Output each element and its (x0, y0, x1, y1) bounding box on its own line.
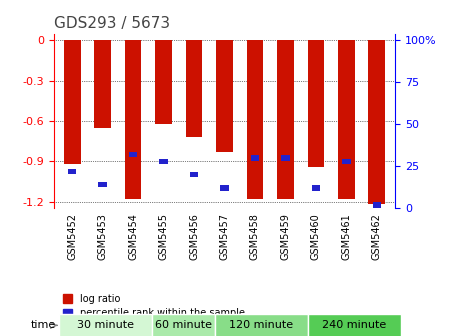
Bar (373, 202, 381, 208)
Bar (190, 172, 198, 177)
FancyBboxPatch shape (153, 314, 215, 336)
Bar (68, 169, 76, 174)
Bar (369, 40, 385, 204)
Bar (342, 159, 351, 164)
Bar (247, 40, 264, 199)
FancyBboxPatch shape (308, 314, 401, 336)
FancyBboxPatch shape (215, 314, 308, 336)
Text: GDS293 / 5673: GDS293 / 5673 (54, 16, 170, 31)
Text: time: time (31, 321, 56, 330)
Text: 120 minute: 120 minute (229, 321, 293, 330)
Bar (277, 40, 294, 199)
Bar (98, 182, 107, 187)
Bar (338, 40, 355, 199)
Bar (251, 155, 259, 161)
Bar (216, 40, 233, 152)
FancyBboxPatch shape (59, 314, 153, 336)
Text: 240 minute: 240 minute (322, 321, 387, 330)
Bar (159, 159, 168, 164)
Bar (155, 40, 172, 124)
Bar (281, 155, 290, 161)
Text: 60 minute: 60 minute (155, 321, 212, 330)
Bar (129, 152, 137, 157)
Bar (125, 40, 141, 199)
Legend: log ratio, percentile rank within the sample: log ratio, percentile rank within the sa… (59, 290, 249, 322)
Bar (94, 40, 111, 128)
Bar (64, 40, 80, 164)
Bar (220, 185, 229, 191)
Text: 30 minute: 30 minute (77, 321, 134, 330)
Bar (312, 185, 320, 191)
Bar (308, 40, 324, 167)
Bar (185, 40, 202, 137)
